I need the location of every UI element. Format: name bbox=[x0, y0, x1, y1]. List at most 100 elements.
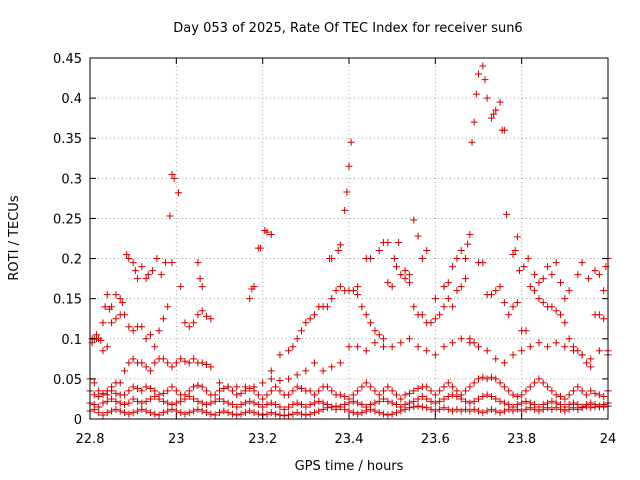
data-point bbox=[466, 230, 474, 238]
data-point bbox=[125, 255, 133, 263]
data-point bbox=[159, 355, 167, 363]
y-tick-label: 0.4 bbox=[61, 92, 82, 107]
data-point bbox=[99, 347, 107, 355]
data-point bbox=[492, 287, 500, 295]
data-point bbox=[431, 315, 439, 323]
data-point bbox=[496, 379, 504, 387]
data-point bbox=[475, 395, 482, 403]
data-point bbox=[328, 363, 336, 371]
data-point bbox=[172, 387, 180, 395]
data-point bbox=[336, 359, 344, 367]
data-point bbox=[574, 271, 582, 279]
data-point bbox=[397, 339, 405, 347]
data-point bbox=[557, 405, 565, 413]
data-point bbox=[159, 315, 167, 323]
data-point bbox=[500, 126, 508, 134]
data-point bbox=[423, 404, 431, 412]
data-point bbox=[203, 387, 211, 395]
data-point bbox=[153, 255, 161, 263]
data-point bbox=[561, 319, 569, 327]
data-point bbox=[371, 407, 379, 415]
data-point bbox=[462, 275, 470, 283]
data-point bbox=[449, 391, 457, 399]
data-point bbox=[99, 399, 107, 407]
data-point bbox=[472, 90, 480, 98]
data-point bbox=[250, 283, 258, 291]
data-point bbox=[267, 399, 275, 407]
x-tick-label: 23 bbox=[168, 432, 185, 447]
data-point bbox=[151, 359, 159, 367]
data-point bbox=[392, 263, 400, 271]
data-point bbox=[328, 295, 336, 303]
data-point bbox=[440, 303, 448, 311]
data-point bbox=[518, 347, 526, 355]
data-point bbox=[168, 259, 176, 267]
data-point bbox=[390, 255, 398, 263]
data-point bbox=[548, 303, 556, 311]
data-point bbox=[190, 407, 198, 415]
data-point bbox=[487, 291, 495, 299]
data-point bbox=[216, 387, 223, 395]
data-point bbox=[509, 251, 517, 259]
data-point bbox=[250, 399, 258, 407]
data-point bbox=[557, 311, 565, 319]
data-point bbox=[138, 387, 146, 395]
data-point bbox=[591, 389, 599, 397]
data-point bbox=[392, 409, 400, 417]
data-point bbox=[535, 279, 543, 287]
data-point bbox=[492, 407, 500, 415]
x-tick-label: 23.2 bbox=[248, 432, 277, 447]
data-point bbox=[466, 407, 474, 415]
data-point bbox=[526, 283, 534, 291]
data-point bbox=[241, 399, 249, 407]
data-point bbox=[349, 397, 357, 405]
data-point bbox=[444, 279, 452, 287]
data-point bbox=[481, 76, 489, 84]
data-point bbox=[423, 383, 431, 391]
data-point bbox=[151, 343, 159, 351]
data-point bbox=[358, 401, 366, 409]
data-point bbox=[380, 410, 388, 418]
data-point bbox=[595, 402, 603, 410]
y-tick-label: 0.45 bbox=[53, 52, 82, 67]
data-point bbox=[298, 385, 306, 393]
data-point bbox=[103, 409, 111, 417]
data-point bbox=[306, 401, 314, 409]
data-point bbox=[410, 403, 418, 411]
data-point bbox=[475, 343, 482, 351]
data-point bbox=[151, 410, 159, 418]
data-point bbox=[237, 410, 245, 418]
data-point bbox=[582, 391, 590, 399]
data-point bbox=[418, 393, 426, 401]
data-point bbox=[561, 295, 569, 303]
data-point bbox=[423, 347, 431, 355]
data-point bbox=[101, 303, 109, 311]
data-point bbox=[414, 402, 422, 410]
data-point bbox=[405, 335, 413, 343]
data-point bbox=[108, 387, 116, 395]
data-point bbox=[565, 287, 573, 295]
data-point bbox=[254, 401, 262, 409]
data-point bbox=[103, 343, 111, 351]
data-point bbox=[468, 138, 476, 146]
data-point bbox=[414, 385, 422, 393]
x-tick-label: 24 bbox=[600, 432, 617, 447]
data-point bbox=[380, 335, 388, 343]
data-point bbox=[354, 343, 362, 351]
data-point bbox=[492, 106, 500, 114]
x-axis-ticks: 22.8 23 23.2 23.4 23.6 23.8 24 bbox=[76, 58, 617, 447]
data-point bbox=[453, 393, 461, 401]
data-point bbox=[522, 387, 530, 395]
data-point bbox=[198, 407, 206, 415]
data-point bbox=[457, 247, 465, 255]
data-point bbox=[164, 399, 172, 407]
data-point bbox=[401, 405, 409, 413]
data-point bbox=[496, 98, 504, 106]
data-point bbox=[125, 323, 133, 331]
data-point bbox=[414, 395, 422, 403]
data-point bbox=[293, 371, 301, 379]
data-point bbox=[138, 405, 146, 413]
data-point bbox=[509, 407, 517, 415]
data-point bbox=[280, 412, 288, 420]
data-point bbox=[574, 405, 582, 413]
